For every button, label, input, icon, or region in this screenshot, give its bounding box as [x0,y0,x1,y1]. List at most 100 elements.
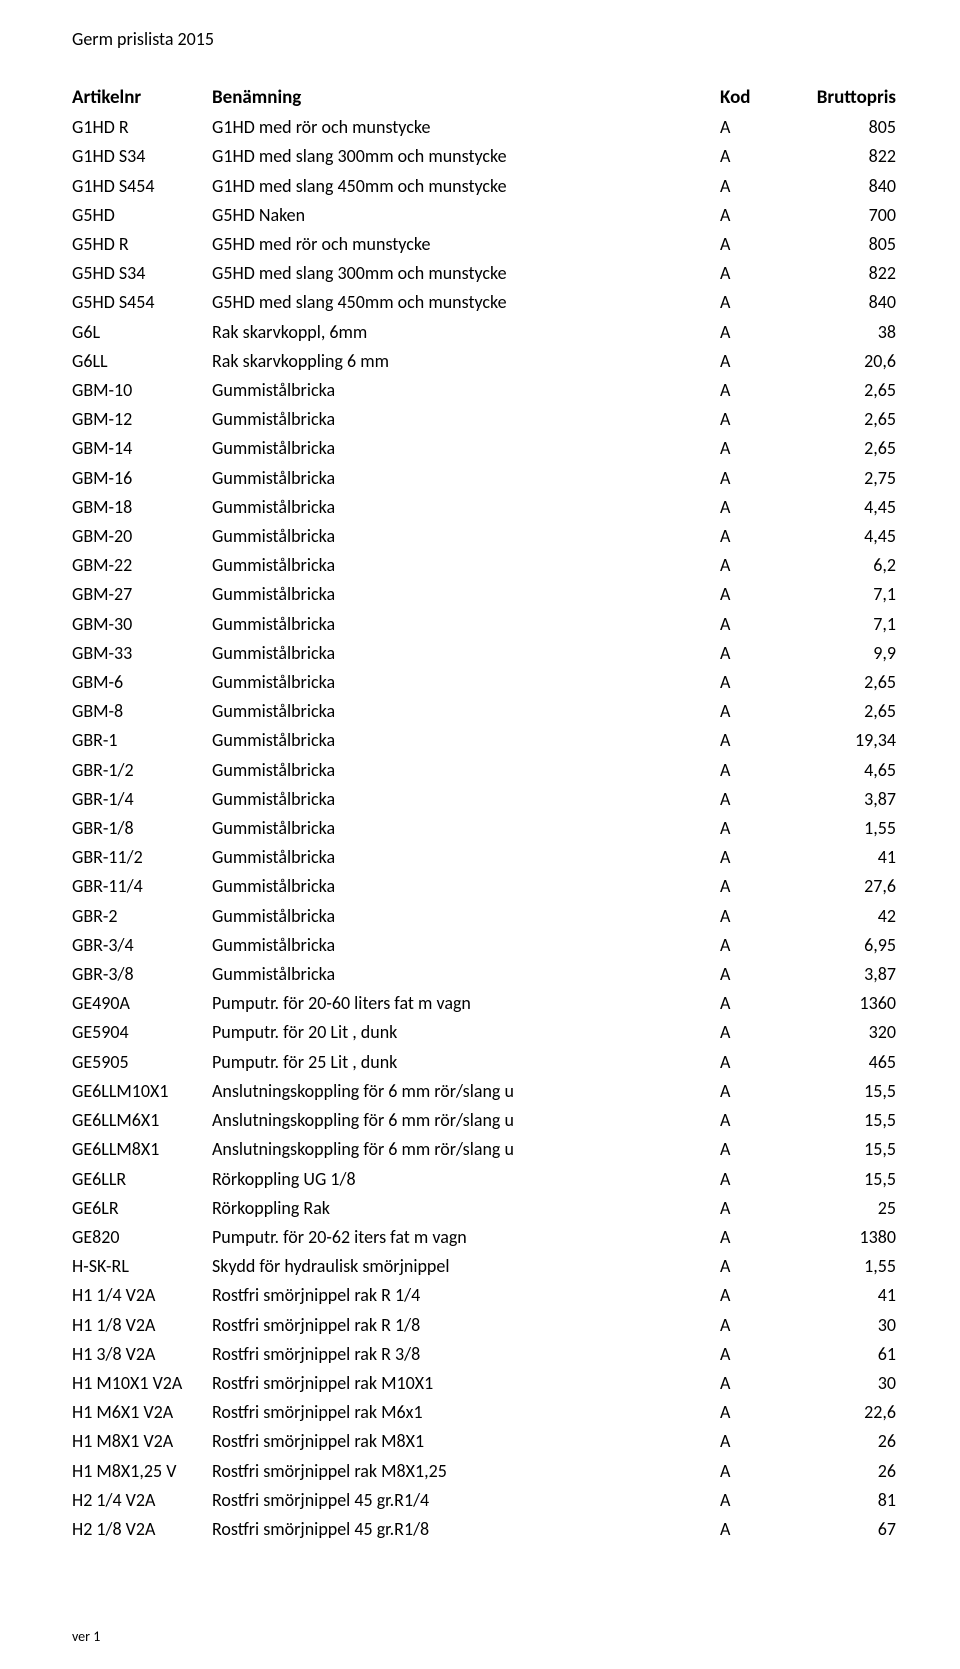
cell-benamning: Gummistålbricka [212,931,720,960]
cell-artikelnr: GBR-11/2 [72,843,212,872]
cell-benamning: Gummistålbricka [212,872,720,901]
table-body: G1HD RG1HD med rör och munstyckeA805G1HD… [72,113,900,1544]
cell-bruttopris: 19,34 [780,726,900,755]
table-row: H1 M6X1 V2ARostfri smörjnippel rak M6x1A… [72,1398,900,1427]
cell-artikelnr: GBR-2 [72,901,212,930]
cell-kod: A [720,639,780,668]
cell-kod: A [720,1281,780,1310]
cell-kod: A [720,1018,780,1047]
cell-artikelnr: GE5905 [72,1048,212,1077]
cell-artikelnr: GBR-11/4 [72,872,212,901]
table-row: H1 M8X1,25 VRostfri smörjnippel rak M8X1… [72,1456,900,1485]
cell-benamning: Gummistålbricka [212,726,720,755]
cell-artikelnr: GBM-18 [72,493,212,522]
cell-bruttopris: 805 [780,113,900,142]
cell-benamning: Rostfri smörjnippel rak R 3/8 [212,1340,720,1369]
table-row: GBM-6GummistålbrickaA2,65 [72,668,900,697]
cell-artikelnr: GBM-22 [72,551,212,580]
cell-bruttopris: 1,55 [780,814,900,843]
cell-benamning: Gummistålbricka [212,960,720,989]
table-row: GBM-33GummistålbrickaA9,9 [72,639,900,668]
cell-benamning: Gummistålbricka [212,463,720,492]
table-row: H2 1/4 V2ARostfri smörjnippel 45 gr.R1/4… [72,1486,900,1515]
cell-kod: A [720,288,780,317]
page: Germ prislista 2015 Artikelnr Benämning … [0,0,960,1669]
cell-artikelnr: GBM-33 [72,639,212,668]
table-row: G1HD S454G1HD med slang 450mm och munsty… [72,171,900,200]
cell-benamning: Rostfri smörjnippel rak R 1/4 [212,1281,720,1310]
cell-kod: A [720,989,780,1018]
table-row: GBR-1GummistålbrickaA19,34 [72,726,900,755]
cell-bruttopris: 2,65 [780,668,900,697]
cell-benamning: G1HD med slang 300mm och munstycke [212,142,720,171]
cell-bruttopris: 7,1 [780,580,900,609]
cell-artikelnr: H2 1/4 V2A [72,1486,212,1515]
table-row: GBM-12GummistålbrickaA2,65 [72,405,900,434]
table-row: GBR-3/4GummistålbrickaA6,95 [72,931,900,960]
cell-artikelnr: H1 1/4 V2A [72,1281,212,1310]
table-row: GBM-30GummistålbrickaA7,1 [72,609,900,638]
cell-bruttopris: 6,95 [780,931,900,960]
cell-kod: A [720,493,780,522]
table-row: GBR-11/2GummistålbrickaA41 [72,843,900,872]
cell-bruttopris: 26 [780,1456,900,1485]
cell-artikelnr: G1HD S454 [72,171,212,200]
table-row: GBR-1/2GummistålbrickaA4,65 [72,755,900,784]
cell-benamning: Pumputr. för 20-62 iters fat m vagn [212,1223,720,1252]
cell-benamning: G5HD med slang 450mm och munstycke [212,288,720,317]
cell-benamning: Gummistålbricka [212,551,720,580]
cell-benamning: Rak skarvkoppling 6 mm [212,347,720,376]
cell-bruttopris: 1380 [780,1223,900,1252]
cell-bruttopris: 840 [780,288,900,317]
cell-kod: A [720,1164,780,1193]
cell-bruttopris: 805 [780,230,900,259]
cell-bruttopris: 1,55 [780,1252,900,1281]
table-row: G5HD S454G5HD med slang 450mm och munsty… [72,288,900,317]
cell-kod: A [720,434,780,463]
cell-kod: A [720,230,780,259]
cell-kod: A [720,463,780,492]
cell-benamning: G1HD med slang 450mm och munstycke [212,171,720,200]
cell-kod: A [720,1223,780,1252]
cell-bruttopris: 4,45 [780,493,900,522]
cell-kod: A [720,609,780,638]
cell-benamning: Anslutningskoppling för 6 mm rör/slang u [212,1106,720,1135]
header-artikelnr: Artikelnr [72,86,212,113]
table-row: H1 3/8 V2ARostfri smörjnippel rak R 3/8A… [72,1340,900,1369]
cell-benamning: Gummistålbricka [212,580,720,609]
cell-kod: A [720,171,780,200]
cell-kod: A [720,843,780,872]
cell-bruttopris: 7,1 [780,609,900,638]
cell-bruttopris: 27,6 [780,872,900,901]
cell-kod: A [720,1135,780,1164]
cell-kod: A [720,1340,780,1369]
table-row: GBR-1/4GummistålbrickaA3,87 [72,785,900,814]
cell-artikelnr: GE820 [72,1223,212,1252]
cell-benamning: Anslutningskoppling för 6 mm rör/slang u [212,1077,720,1106]
cell-kod: A [720,1194,780,1223]
cell-kod: A [720,814,780,843]
table-row: GBM-27GummistålbrickaA7,1 [72,580,900,609]
cell-bruttopris: 4,45 [780,522,900,551]
cell-benamning: Rak skarvkoppl, 6mm [212,317,720,346]
cell-bruttopris: 15,5 [780,1164,900,1193]
cell-artikelnr: GE6LLM8X1 [72,1135,212,1164]
cell-artikelnr: G5HD R [72,230,212,259]
table-row: G5HD RG5HD med rör och munstyckeA805 [72,230,900,259]
cell-bruttopris: 15,5 [780,1106,900,1135]
cell-benamning: Gummistålbricka [212,639,720,668]
table-row: GE6LLM8X1Anslutningskoppling för 6 mm rö… [72,1135,900,1164]
cell-bruttopris: 2,75 [780,463,900,492]
cell-benamning: Gummistålbricka [212,522,720,551]
cell-benamning: Gummistålbricka [212,376,720,405]
cell-artikelnr: GE6LLM6X1 [72,1106,212,1135]
table-row: GBM-10GummistålbrickaA2,65 [72,376,900,405]
cell-bruttopris: 2,65 [780,697,900,726]
cell-kod: A [720,1252,780,1281]
cell-bruttopris: 6,2 [780,551,900,580]
cell-kod: A [720,580,780,609]
cell-artikelnr: GBM-8 [72,697,212,726]
cell-artikelnr: GE6LLM10X1 [72,1077,212,1106]
cell-bruttopris: 42 [780,901,900,930]
cell-benamning: Pumputr. för 25 Lit , dunk [212,1048,720,1077]
